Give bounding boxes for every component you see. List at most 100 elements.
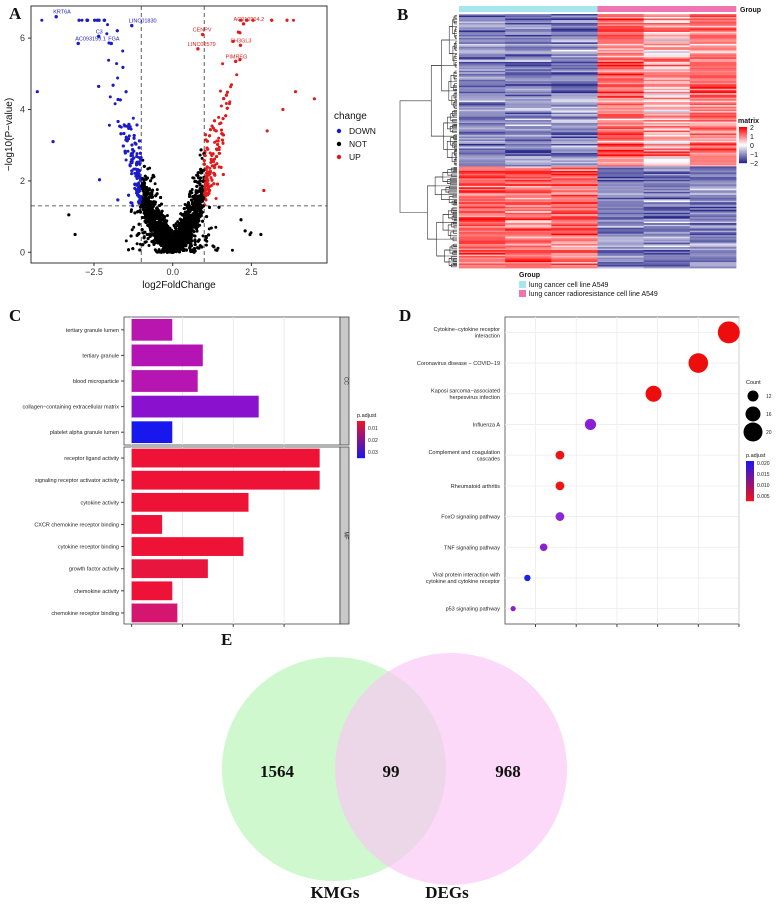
data-point: [181, 213, 185, 216]
data-point: [135, 123, 139, 127]
data-point: [196, 239, 200, 243]
data-point: [224, 114, 228, 118]
data-point: [221, 117, 225, 121]
panel-label-b: B: [397, 5, 409, 24]
panel-label-c: C: [9, 306, 22, 325]
data-point: [215, 139, 219, 143]
data-point: [213, 163, 217, 167]
data-point: [122, 132, 126, 135]
panel-label-e: E: [221, 630, 233, 649]
data-point: [213, 157, 216, 161]
data-point: [198, 199, 202, 203]
data-point: [135, 242, 139, 246]
data-point: [189, 250, 193, 253]
data-point: [245, 18, 248, 22]
data-point: [217, 145, 221, 149]
data-point: [198, 153, 202, 157]
data-point: [211, 160, 215, 164]
data-point: [145, 176, 149, 180]
data-point: [147, 216, 150, 220]
data-point: [127, 193, 131, 197]
data-point: [215, 155, 219, 158]
data-point: [134, 167, 138, 171]
data-point: [209, 184, 213, 188]
data-point: [187, 202, 191, 205]
data-point: [221, 141, 225, 145]
data-point: [124, 90, 128, 94]
data-point: [141, 216, 145, 219]
data-point: [135, 152, 139, 156]
data-point: [129, 127, 133, 131]
data-point: [143, 174, 147, 178]
data-point: [212, 245, 216, 249]
data-point: [209, 176, 213, 180]
data-point: [238, 58, 242, 62]
data-point: [215, 147, 219, 151]
data-point: [150, 193, 154, 197]
data-point: [93, 18, 97, 22]
data-point: [148, 207, 151, 211]
data-point: [146, 167, 150, 171]
data-point: [172, 247, 176, 251]
data-point: [154, 249, 158, 253]
data-point: [131, 148, 135, 151]
data-point: [132, 134, 136, 137]
data-point: [193, 234, 197, 238]
data-point: [207, 233, 211, 237]
data-point: [159, 219, 162, 223]
plot-frame: [30, 5, 328, 264]
data-point: [124, 239, 128, 243]
data-point: [188, 190, 192, 194]
data-point: [116, 98, 120, 101]
data-point: [131, 204, 135, 208]
data-point: [130, 169, 134, 173]
data-point: [192, 176, 196, 180]
data-point: [219, 121, 223, 125]
data-point: [183, 242, 187, 246]
data-point: [146, 237, 150, 241]
data-point: [149, 200, 152, 204]
data-point: [131, 247, 135, 251]
data-point: [149, 179, 153, 183]
data-point: [126, 149, 130, 153]
data-point: [158, 204, 162, 207]
volcano-points: [35, 18, 317, 254]
data-point: [130, 201, 134, 205]
data-point: [208, 188, 212, 192]
data-point: [229, 85, 233, 89]
data-point: [195, 227, 199, 231]
data-point: [154, 194, 158, 198]
data-point: [130, 143, 134, 147]
data-point: [133, 182, 137, 186]
data-point: [168, 226, 172, 230]
data-point: [248, 233, 252, 237]
data-point: [213, 119, 216, 123]
data-point: [189, 236, 193, 240]
data-point: [202, 168, 206, 172]
data-point: [132, 225, 136, 229]
data-point: [80, 18, 84, 22]
data-point: [209, 161, 213, 164]
data-point: [130, 159, 134, 163]
data-point: [165, 224, 169, 228]
data-point: [119, 132, 123, 136]
data-point: [165, 214, 169, 217]
data-point: [141, 177, 145, 181]
data-point: [215, 248, 219, 252]
data-point: [150, 240, 154, 244]
data-point: [214, 225, 218, 229]
data-point: [210, 124, 214, 128]
data-point: [213, 166, 216, 170]
data-point: [172, 223, 176, 227]
data-point: [200, 156, 204, 160]
data-point: [230, 248, 234, 252]
data-point: [146, 202, 150, 206]
data-point: [123, 124, 127, 128]
data-point: [130, 228, 134, 232]
data-point: [292, 18, 295, 22]
data-point: [209, 128, 212, 132]
data-point: [133, 211, 137, 215]
data-point: [221, 173, 225, 176]
data-point: [208, 205, 211, 209]
data-point: [201, 204, 205, 208]
